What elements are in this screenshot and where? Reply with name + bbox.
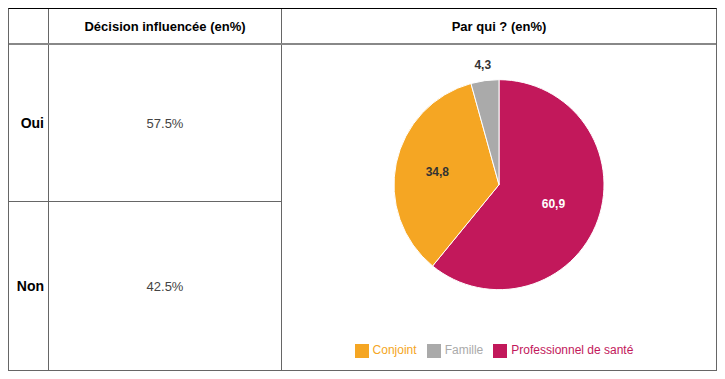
html-text:Non: Non: [16, 278, 44, 294]
html-text:57.5%: 57.5%: [146, 115, 184, 131]
html-text:Famille: Famille: [444, 343, 484, 358]
html-text:42.5%: 42.5%: [146, 278, 184, 294]
html-text:Décision influencée (en%): Décision influencée (en%): [84, 18, 246, 34]
svg-text:34,8: 34,8: [426, 165, 450, 179]
html-text:Professionnel de santé: Professionnel de santé: [511, 343, 634, 358]
html-text:Oui: Oui: [20, 115, 44, 131]
html-text:Par qui ? (en%): Par qui ? (en%): [451, 18, 547, 34]
svg-text:4,3: 4,3: [474, 58, 491, 72]
svg-text:60,9: 60,9: [542, 197, 566, 211]
html-text:Conjoint: Conjoint: [372, 343, 417, 358]
